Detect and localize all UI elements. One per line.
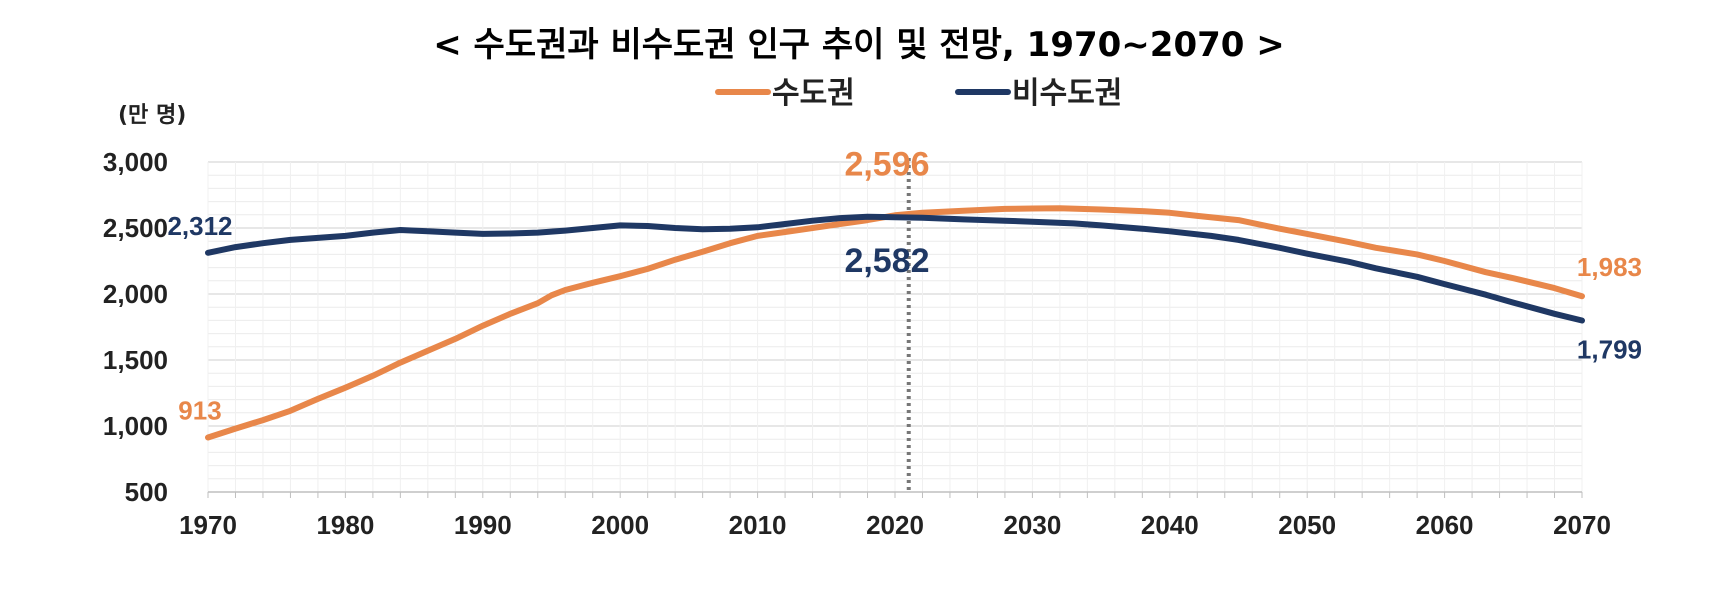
y-tick-label: 2,000 [103,279,168,309]
axes: 1970 1980 1990 2000 2010 2020 2030 2040 2050 2060… [103,147,1611,540]
y-tick-label: 500 [125,477,168,507]
data-label-noncapital-2020: 2,582 [844,242,929,280]
series-lines [205,205,1585,441]
data-labels: 913 2,596 1,983 2,312 2,582 1,799 [167,145,1642,425]
y-axis-unit: (만 명) [118,103,186,128]
x-tick-label: 2010 [729,510,787,540]
y-tick-label: 2,500 [103,213,168,243]
y-tick-label: 1,000 [103,411,168,441]
x-tick-label: 2030 [1003,510,1061,540]
x-tick-label: 2070 [1553,510,1611,540]
data-label-noncapital-1970: 2,312 [167,211,232,241]
data-label-capital-2020: 2,596 [844,145,929,183]
data-label-noncapital-2070: 1,799 [1577,335,1642,365]
x-tick-label: 2020 [866,510,924,540]
x-tick-label: 1990 [454,510,512,540]
x-tick-label: 2040 [1141,510,1199,540]
gridlines [207,161,1583,493]
x-tick-label: 2050 [1278,510,1336,540]
series-line-noncapital [205,213,1585,324]
legend: 수도권 비수도권 [715,76,1122,111]
x-tick-label: 1970 [179,510,237,540]
x-tick-label: 1980 [316,510,374,540]
series-line-capital [205,205,1585,441]
legend-label-noncapital: 비수도권 [1012,76,1122,111]
x-tick-label: 2060 [1416,510,1474,540]
x-tick-label: 2000 [591,510,649,540]
legend-label-capital: 수도권 [772,76,855,111]
y-tick-label: 1,500 [103,345,168,375]
chart-title: < 수도권과 비수도권 인구 추이 및 전망, 1970~2070 > [433,25,1285,65]
y-tick-label: 3,000 [103,147,168,177]
data-label-capital-1970: 913 [178,395,221,425]
data-label-capital-2070: 1,983 [1577,252,1642,282]
